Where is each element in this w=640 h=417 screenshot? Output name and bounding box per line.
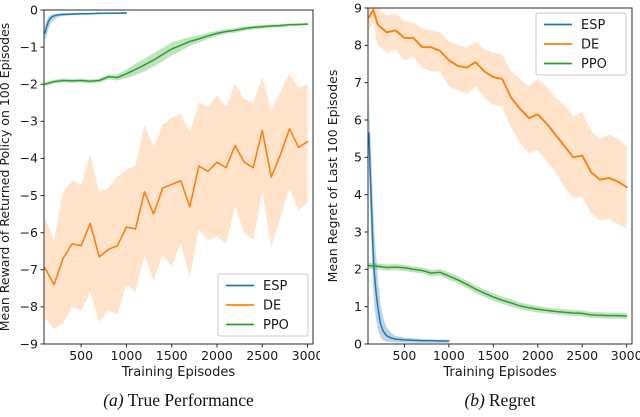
y-tick-label: −5 bbox=[20, 188, 38, 203]
y-tick-label: −4 bbox=[20, 151, 38, 166]
true-performance-legend: ESP DE PPO bbox=[217, 273, 309, 337]
legend-label-de: DE bbox=[581, 38, 599, 53]
y-tick-label: 2 bbox=[354, 262, 362, 277]
caption-b: (b) Regret bbox=[368, 385, 632, 415]
true-performance-frame bbox=[43, 9, 314, 345]
legend-box bbox=[217, 273, 309, 337]
regret-line-de bbox=[367, 8, 628, 189]
x-tick-label: 2500 bbox=[566, 348, 598, 363]
true-performance-band-esp bbox=[44, 12, 127, 42]
true-performance-band-de bbox=[44, 73, 308, 330]
caption-a-title: True Performance bbox=[127, 390, 254, 410]
legend-box bbox=[535, 12, 627, 76]
x-tick-label: 500 bbox=[393, 348, 417, 363]
x-tick-label: 2000 bbox=[522, 348, 554, 363]
regret-line-esp bbox=[368, 132, 450, 342]
y-axis-label: Mean Regret of Last 100 Episodes bbox=[325, 70, 340, 283]
x-tick-label: 1500 bbox=[477, 348, 509, 363]
y-tick-label: 0 bbox=[30, 2, 38, 17]
panel-regret: 500 1000 1500 2000 2500 3000 0 1 2 3 4 5 6 7 8 9 Trainin… bbox=[320, 0, 640, 417]
y-tick-label: 0 bbox=[354, 336, 362, 351]
chart-true-performance: 500 1000 1500 2000 2500 3000 0 −1 −2 −3 −4 −5 −6 −7 −8… bbox=[0, 2, 320, 380]
y-tick-label: 3 bbox=[354, 224, 362, 239]
x-tick-label: 2000 bbox=[201, 348, 233, 363]
y-tick-label: −1 bbox=[20, 39, 38, 54]
regret-frame bbox=[367, 7, 633, 345]
true-performance-line-ppo bbox=[44, 23, 309, 85]
legend-label-esp: ESP bbox=[581, 18, 605, 33]
x-tick-label: 3000 bbox=[292, 348, 320, 363]
y-tick-label: 7 bbox=[354, 75, 362, 90]
chart-regret: 500 1000 1500 2000 2500 3000 0 1 2 3 4 5 6 7 8 9 Trainin… bbox=[325, 0, 640, 380]
legend-label-ppo: PPO bbox=[263, 318, 289, 333]
y-tick-label: −7 bbox=[20, 262, 38, 277]
true-performance-band-ppo bbox=[44, 22, 308, 87]
regret-band-ppo bbox=[368, 262, 627, 319]
x-axis-label: Training Episodes bbox=[442, 365, 556, 380]
y-tick-label: −2 bbox=[20, 77, 38, 92]
legend-label-esp: ESP bbox=[263, 279, 287, 294]
x-tick-label: 2500 bbox=[246, 348, 278, 363]
regret-band-esp bbox=[368, 99, 449, 343]
legend-label-de: DE bbox=[263, 299, 281, 314]
y-tick-label: 4 bbox=[354, 187, 362, 202]
y-tick-label: 8 bbox=[354, 38, 362, 53]
x-tick-label: 3000 bbox=[611, 348, 640, 363]
x-tick-label: 1000 bbox=[111, 348, 143, 363]
y-tick-label: 6 bbox=[354, 112, 362, 127]
y-tick-label: 9 bbox=[354, 0, 362, 15]
y-tick-label: −6 bbox=[20, 225, 38, 240]
y-axis-label: Mean Reward of Returned Policy on 100 Ep… bbox=[0, 23, 12, 332]
regret-line-ppo bbox=[368, 264, 628, 317]
regret-legend: ESP DE PPO bbox=[535, 12, 627, 76]
y-tick-label: 1 bbox=[354, 299, 362, 314]
x-tick-label: 1000 bbox=[433, 348, 465, 363]
caption-b-index: (b) bbox=[464, 390, 485, 410]
regret-band-de bbox=[368, 8, 627, 229]
caption-b-title: Regret bbox=[488, 390, 536, 410]
x-axis-label: Training Episodes bbox=[121, 365, 235, 380]
y-tick-label: −3 bbox=[20, 114, 38, 129]
legend-label-ppo: PPO bbox=[581, 57, 607, 72]
y-tick-label: 5 bbox=[354, 150, 362, 165]
y-tick-label: −9 bbox=[20, 336, 38, 351]
y-tick-label: −8 bbox=[20, 299, 38, 314]
panel-true-performance: 500 1000 1500 2000 2500 3000 0 −1 −2 −3 −4 −5 −6 −7 −8… bbox=[0, 2, 320, 415]
caption-a: (a) True Performance bbox=[44, 385, 313, 415]
caption-a-index: (a) bbox=[103, 390, 124, 410]
x-tick-label: 1500 bbox=[156, 348, 188, 363]
x-tick-label: 500 bbox=[69, 348, 93, 363]
true-performance-line-de bbox=[44, 128, 309, 286]
true-performance-line-esp bbox=[44, 12, 128, 34]
